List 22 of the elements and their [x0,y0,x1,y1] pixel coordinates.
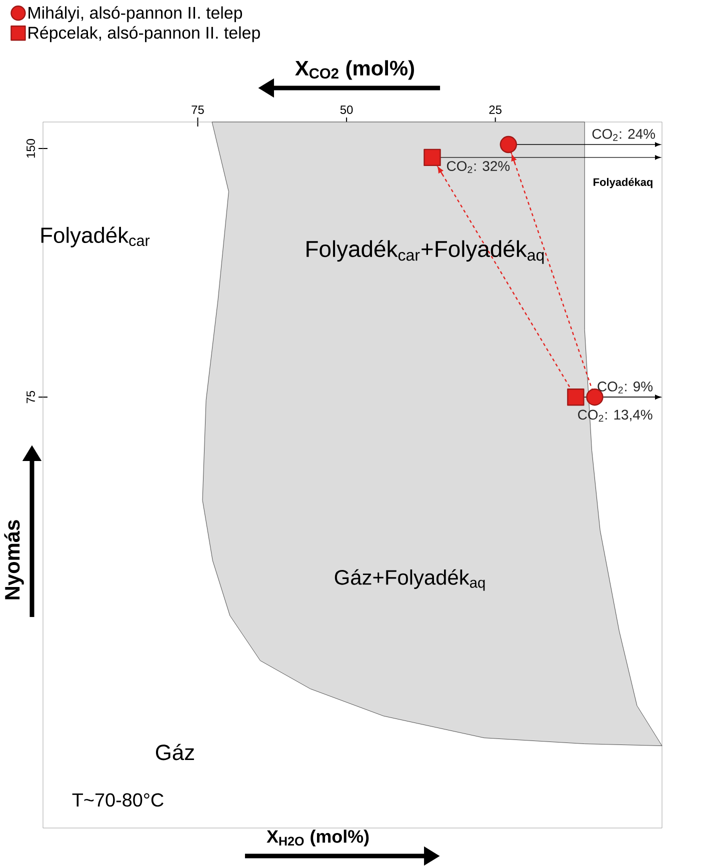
legend-label: Mihályi, alsó-pannon II. telep [28,6,242,22]
point [424,148,441,166]
text: X$_{H2O}$ (mol%) [266,830,369,846]
y-axis-title: Nyomás [4,520,24,600]
annotation: Folyadékaq [594,178,652,188]
point [567,388,584,406]
legend-label: Répcelak, alsó-pannon II. telep [28,26,260,42]
point [500,136,518,154]
annotation: Folyadék$_{car}$+Folyadék$_{aq}$ [306,240,544,264]
annotation: Folyadék$_{car}$ [41,226,150,248]
x-tick-label: 75 [192,106,204,114]
annotation: CO$_{2}$: 24% [592,128,656,141]
annotation: CO$_{2}$: 32% [447,161,510,174]
x-axis-title: X$_{CO2}$ (mol%) [295,60,414,80]
annotation: Gáz [156,744,194,760]
annotation: T~70-80°C [72,793,164,807]
x-tick-label: 50 [340,106,353,114]
y-tick-label: 150 [26,139,35,158]
annotation: Gáz+Folyadék$_{aq}$ [334,569,485,591]
x-tick-label: 25 [489,106,502,114]
annotation: CO$_{2}$: 13,4% [578,410,652,422]
annotation: CO$_{2}$: 9% [598,382,653,394]
